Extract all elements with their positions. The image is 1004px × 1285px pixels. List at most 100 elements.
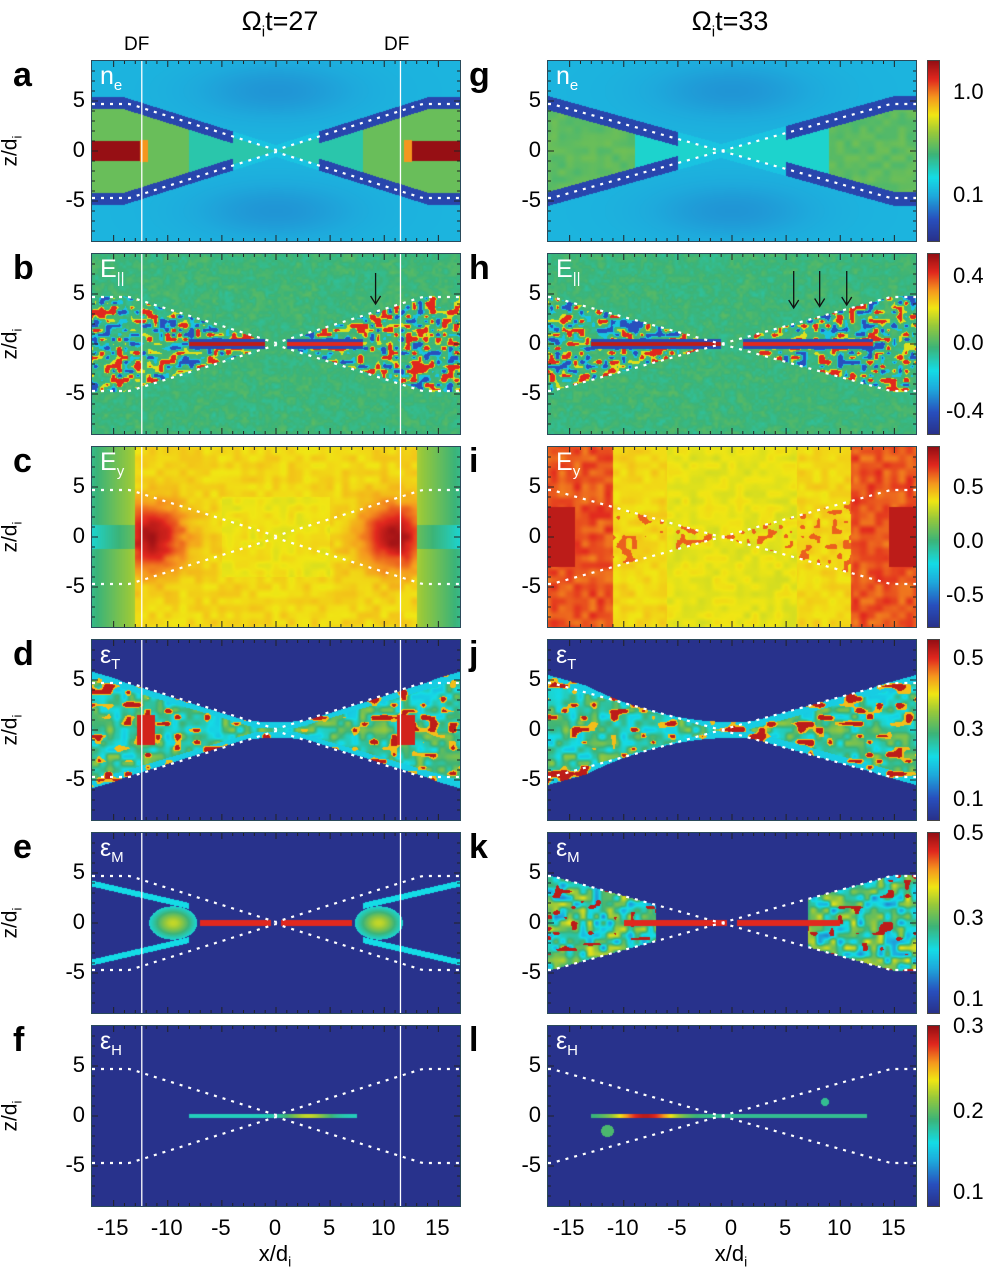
overlay-k [548,833,916,1013]
x-tick-label: 5 [322,1215,336,1240]
x-tick-label: -15 [552,1215,585,1240]
field-symbol: E [100,255,117,283]
field-subscript: T [111,656,121,673]
x-tick-label: 5 [778,1215,792,1240]
y-tick-label: -5 [521,766,541,791]
colorbar-tick-label: -0.5 [946,582,984,607]
y-axis-label-main: z/d [0,1103,22,1132]
heatmap-panel-c: Ey [91,446,461,628]
omega-subscript: i [711,23,716,41]
separatrix-upper [92,874,460,924]
colorbar-tick-label: -0.4 [946,398,984,423]
field-label-g: ne [556,62,579,94]
overlay-i [548,447,916,627]
colorbar-tick-label: 0.3 [953,715,984,741]
field-label-l: εH [556,1029,578,1059]
colorbar-k [927,832,940,1014]
x-axis-label-sub: i [744,1253,748,1270]
overlay-f [92,1026,460,1206]
y-axis-label-main: z/d [0,331,22,360]
separatrix-upper [548,488,916,538]
field-label-h: E|| [556,257,581,287]
field-label-a: ne [100,64,122,94]
overlay-g [548,61,916,241]
field-subscript: e [569,77,579,94]
heatmap-panel-b: E|| [91,253,461,435]
field-subscript: M [567,849,580,866]
separatrix-upper [548,874,916,924]
separatrix-upper [92,1067,460,1117]
heatmap-panel-j: εT [547,639,917,821]
field-symbol: ε [100,641,112,669]
y-tick-label: 5 [528,1052,541,1077]
y-axis-label-sub: i [9,328,25,332]
y-axis-label-sub: i [9,135,25,139]
colorbar-gradient [928,833,939,1013]
field-symbol: ε [100,834,112,862]
panel-letter: l [469,1021,479,1059]
y-tick-label: 0 [528,1102,541,1127]
x-axis-label-sub: i [288,1253,292,1270]
heatmap-panel-a: ne [91,60,461,242]
y-axis-label: z/di [0,329,25,360]
colorbar-tick-label: 0.2 [953,1098,984,1123]
panel-letter: k [469,828,488,866]
colorbar-tick-label: 0.3 [953,1013,984,1039]
omega-subscript: i [261,23,266,41]
separatrix-upper [92,681,460,731]
colorbar-tick-label: 0.5 [953,820,984,846]
field-subscript: || [572,270,581,287]
y-tick-label: -5 [65,1152,85,1177]
overlay-l [548,1026,916,1206]
heatmap-image-i [548,447,916,627]
y-tick-label: -5 [521,380,541,405]
field-label-e: εM [100,834,124,866]
column-title-left: Ωit=27 [130,6,430,40]
y-tick-label: 5 [528,666,541,691]
heatmap-panel-d: εT [91,639,461,821]
y-axis-label-sub: i [9,1100,25,1104]
y-axis-label-main: z/d [0,717,22,746]
colorbar-j [927,639,940,821]
panel-letter: b [13,249,34,287]
separatrix-lower [92,922,460,972]
arrow-marker-icon [841,271,853,307]
colorbar-l [927,1025,940,1207]
separatrix-upper [548,681,916,731]
y-tick-label: 5 [72,1052,85,1077]
field-symbol: n [556,62,570,90]
x-tick-label: -5 [211,1215,231,1240]
heatmap-image-j [548,640,916,820]
y-tick-label: 0 [72,1102,85,1127]
y-tick-label: 0 [72,137,85,162]
panel-letter: j [469,635,479,673]
omega-symbol: Ω [241,6,262,36]
panel-letter: a [13,56,32,94]
field-subscript: || [116,270,125,287]
separatrix-lower [92,729,460,779]
y-axis-label-sub: i [9,907,25,911]
separatrix-lower [548,1115,916,1165]
y-tick-label: 5 [72,280,85,305]
y-tick-label: 0 [72,523,85,548]
field-symbol: E [100,448,117,476]
overlay-d [92,640,460,820]
x-axis-label: x/di [671,1241,791,1269]
colorbar-gradient [928,1026,939,1206]
colorbar-g [927,60,940,242]
field-subscript: H [567,1042,578,1059]
y-axis-label-main: z/d [0,910,22,939]
colorbar-i [927,446,940,628]
x-tick-label: -5 [667,1215,687,1240]
y-tick-label: -5 [521,959,541,984]
y-tick-label: 0 [528,716,541,741]
y-tick-label: 5 [72,87,85,112]
colorbar-tick-label: 0.0 [953,329,984,355]
x-tick-label: 15 [881,1215,906,1240]
overlay-b [92,254,460,434]
colorbar-tick-label: 0.1 [953,986,984,1011]
colorbar-tick-label: 0.1 [953,181,984,207]
field-label-i: Ey [556,450,580,480]
colorbar-tick-label: 0.1 [953,1179,984,1204]
field-subscript: M [111,849,124,866]
